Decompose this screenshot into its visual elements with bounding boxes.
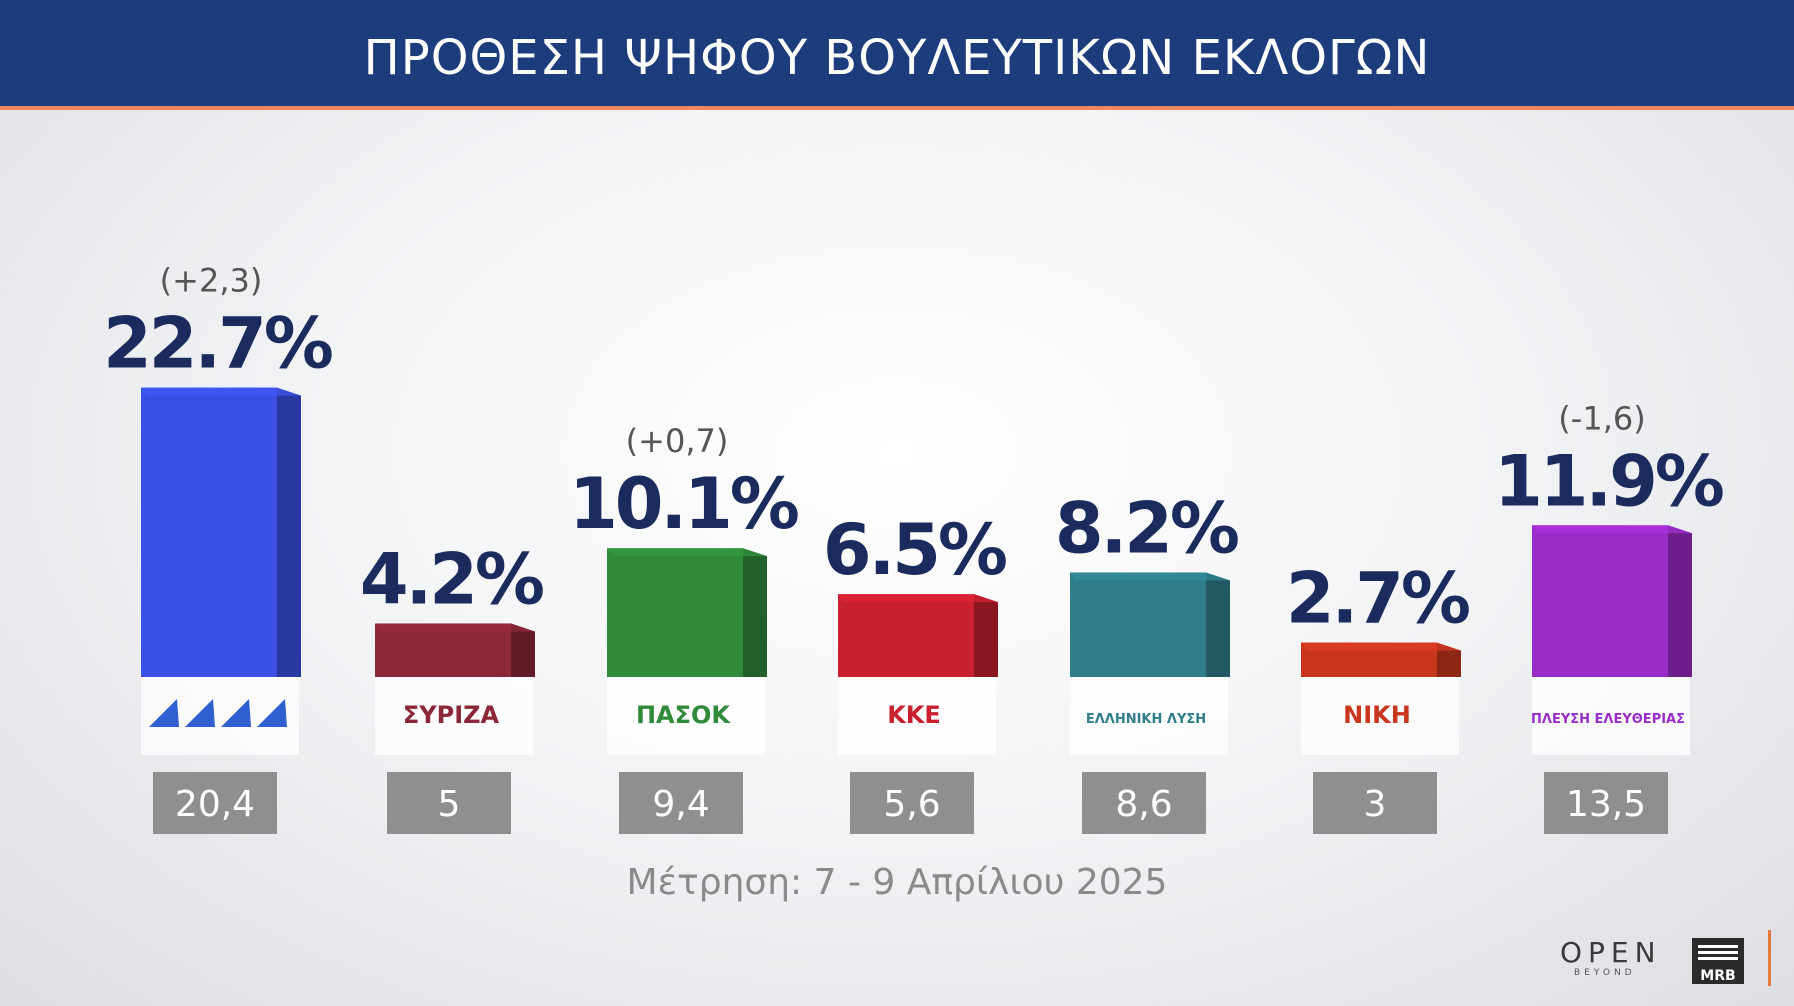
brand-divider	[1768, 930, 1771, 986]
bar-top	[607, 548, 767, 557]
bar-group-3: ΠΑΣΟΚ 10.1%(+0,7) 9,4	[569, 422, 801, 834]
bar-side	[1206, 572, 1230, 677]
bar-group-1: 22.7%(+2,3) 20,4	[103, 262, 335, 834]
value-label: 2.7%	[1286, 558, 1469, 640]
change-label: (+0,7)	[626, 422, 729, 460]
bar	[838, 594, 974, 677]
value-label: 6.5%	[823, 509, 1006, 591]
logo-triangle	[257, 699, 287, 727]
previous-value: 9,4	[652, 784, 709, 825]
bar-group-2: ΣΥΡΙΖΑ 4.2% 5	[360, 538, 546, 834]
previous-value-box	[850, 772, 974, 834]
logo-triangle	[185, 699, 215, 727]
bar-side	[1668, 525, 1692, 677]
bar-group-6: ΝΙΚΗ 2.7% 3	[1286, 558, 1472, 834]
logo-plate	[607, 677, 765, 755]
bar-group-7: ΠΛΕΥΣΗ ΕΛΕΥΘΕΡΙΑΣ 11.9%(-1,6) 13,5	[1494, 399, 1726, 834]
value-label: 4.2%	[360, 538, 543, 620]
value-label: 22.7%	[103, 303, 332, 385]
previous-value: 5,6	[883, 784, 940, 825]
party-logo-κκε: ΚΚΕ	[887, 701, 941, 729]
bar-side	[511, 623, 535, 677]
bar-top	[838, 594, 998, 603]
bar-top	[1301, 642, 1461, 651]
previous-value: 3	[1364, 784, 1387, 825]
logo-plate	[1532, 677, 1690, 755]
bar-side	[974, 594, 998, 677]
bar	[1070, 572, 1206, 677]
measurement-date: Μέτρηση: 7 - 9 Απρίλιου 2025	[626, 862, 1168, 903]
bar-group-5: ΕΛΛΗΝΙΚΗ ΛΥΣΗ 8.2% 8,6	[1055, 487, 1241, 834]
value-label: 10.1%	[569, 463, 798, 545]
bar	[1532, 525, 1668, 677]
bar-top	[375, 623, 535, 632]
logo-plate	[1070, 677, 1228, 755]
mrb-logo: MRB	[1692, 938, 1744, 984]
change-label: (-1,6)	[1558, 399, 1645, 437]
previous-value-box	[153, 772, 277, 834]
open-channel-logo: OPEN BEYOND	[1560, 936, 1662, 979]
header-bar: ΠΡΟΘΕΣΗ ΨΗΦΟΥ ΒΟΥΛΕΥΤΙΚΩΝ ΕΚΛΟΓΩΝ	[0, 0, 1794, 110]
chart-title: ΠΡΟΘΕΣΗ ΨΗΦΟΥ ΒΟΥΛΕΥΤΙΚΩΝ ΕΚΛΟΓΩΝ	[363, 30, 1431, 86]
previous-value-box	[387, 772, 511, 834]
bar	[607, 548, 743, 677]
party-logo-πασοκ: ΠΑΣΟΚ	[636, 701, 731, 729]
bar	[141, 387, 277, 677]
party-logo-νικη: ΝΙΚΗ	[1343, 701, 1411, 729]
value-label: 8.2%	[1055, 487, 1238, 569]
previous-value: 13,5	[1566, 784, 1646, 825]
bar-side	[743, 548, 767, 677]
previous-value: 20,4	[175, 784, 255, 825]
previous-value-box	[1082, 772, 1206, 834]
party-logo-συριζα: ΣΥΡΙΖΑ	[403, 701, 500, 729]
logo-plate	[838, 677, 996, 755]
previous-value: 8,6	[1115, 784, 1172, 825]
bar-top	[1532, 525, 1692, 534]
previous-value-box	[619, 772, 743, 834]
previous-value-box	[1313, 772, 1437, 834]
bar-top	[141, 387, 301, 396]
bar-side	[277, 387, 301, 677]
logo-triangle	[221, 699, 251, 727]
bar	[375, 623, 511, 677]
party-logo-ελληνικη-λυση: ΕΛΛΗΝΙΚΗ ΛΥΣΗ	[1086, 712, 1206, 727]
party-logo-πλευση-ελευθεριας: ΠΛΕΥΣΗ ΕΛΕΥΘΕΡΙΑΣ	[1531, 712, 1685, 727]
party-logo-nd-icon	[149, 699, 287, 727]
bar-top	[1070, 572, 1230, 581]
previous-value: 5	[438, 784, 461, 825]
bar-group-4: ΚΚΕ 6.5% 5,6	[823, 509, 1009, 834]
change-label: (+2,3)	[160, 262, 263, 300]
previous-value-box	[1544, 772, 1668, 834]
logo-plate	[1301, 677, 1459, 755]
bar-side	[1437, 642, 1461, 677]
logo-triangle	[149, 699, 179, 727]
logo-plate	[375, 677, 533, 755]
value-label: 11.9%	[1494, 440, 1723, 522]
